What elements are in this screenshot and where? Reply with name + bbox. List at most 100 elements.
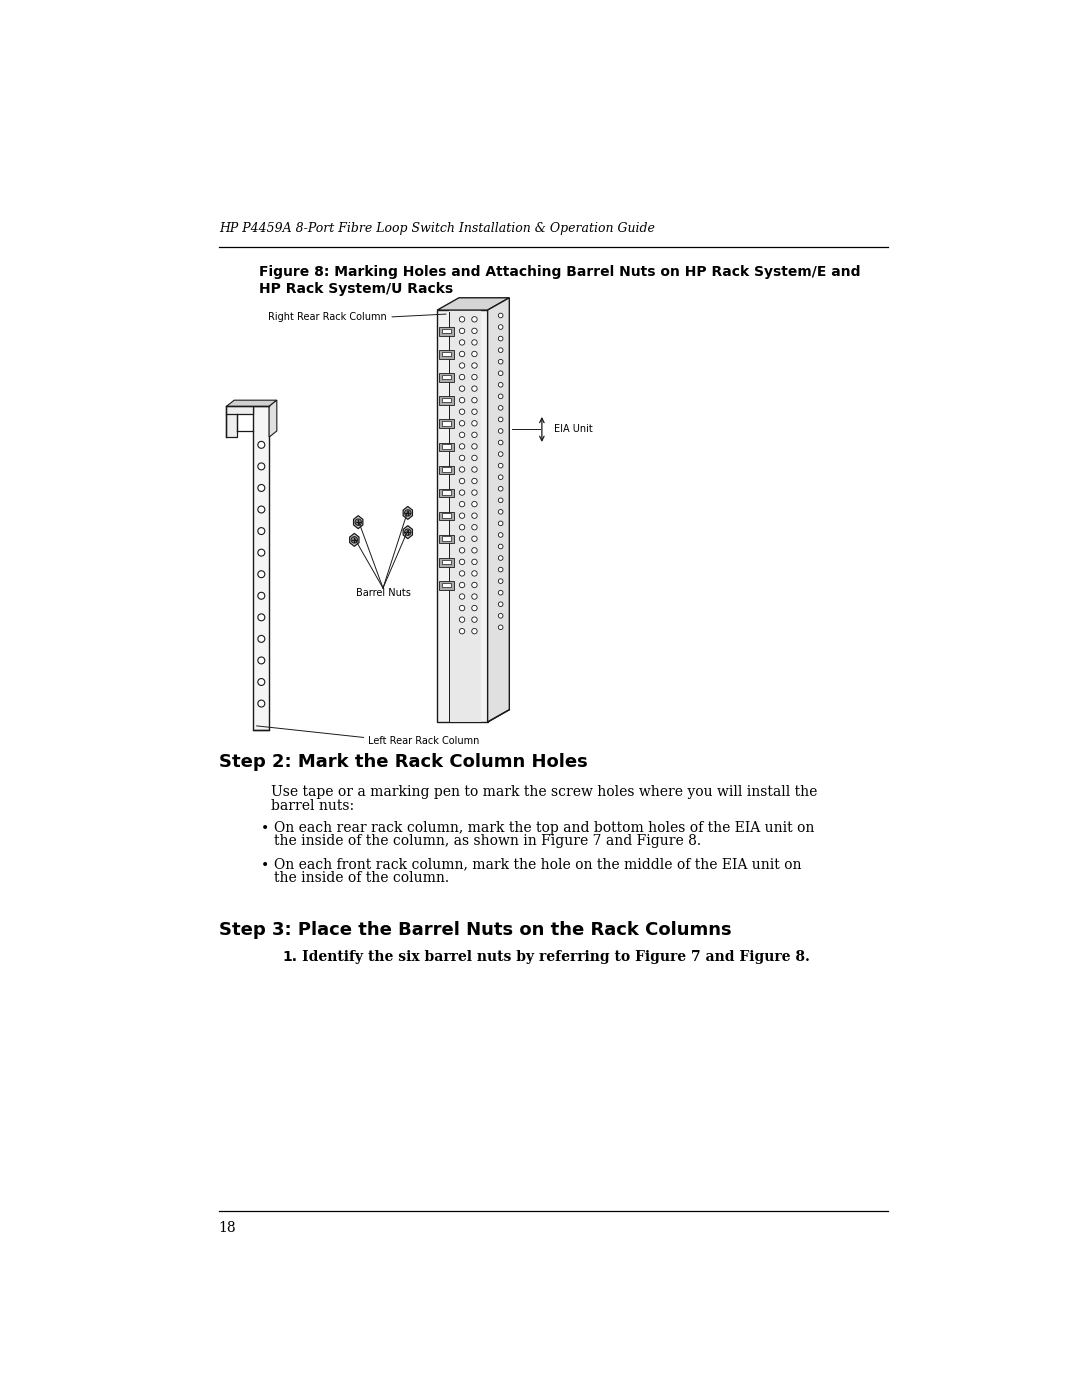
Polygon shape — [437, 298, 510, 310]
Text: On each front rack column, mark the hole on the middle of the EIA unit on: On each front rack column, mark the hole… — [274, 858, 802, 872]
Polygon shape — [403, 525, 413, 539]
Circle shape — [258, 636, 265, 643]
Circle shape — [498, 464, 503, 468]
Text: Figure 8: Marking Holes and Attaching Barrel Nuts on HP Rack System/E and: Figure 8: Marking Holes and Attaching Ba… — [259, 265, 861, 279]
Circle shape — [258, 571, 265, 578]
Polygon shape — [438, 419, 455, 427]
Polygon shape — [438, 443, 455, 451]
Circle shape — [459, 339, 464, 345]
Circle shape — [472, 432, 477, 437]
Circle shape — [472, 548, 477, 553]
Circle shape — [498, 418, 503, 422]
Circle shape — [258, 485, 265, 492]
Polygon shape — [438, 489, 455, 497]
Circle shape — [258, 613, 265, 620]
Circle shape — [498, 613, 503, 617]
Circle shape — [472, 420, 477, 426]
Polygon shape — [353, 515, 363, 528]
Polygon shape — [253, 407, 269, 729]
Circle shape — [459, 605, 464, 610]
Text: •: • — [260, 820, 269, 834]
Circle shape — [258, 506, 265, 513]
Circle shape — [258, 679, 265, 686]
Circle shape — [405, 529, 411, 535]
Text: Use tape or a marking pen to mark the screw holes where you will install the: Use tape or a marking pen to mark the sc… — [271, 785, 816, 799]
Circle shape — [472, 444, 477, 448]
Circle shape — [351, 536, 357, 543]
Polygon shape — [438, 535, 455, 543]
Polygon shape — [442, 444, 451, 448]
Circle shape — [498, 521, 503, 525]
Circle shape — [498, 624, 503, 630]
Circle shape — [472, 317, 477, 323]
Polygon shape — [449, 310, 482, 722]
Circle shape — [258, 549, 265, 556]
Circle shape — [498, 383, 503, 387]
Circle shape — [472, 502, 477, 507]
Circle shape — [472, 629, 477, 634]
Circle shape — [498, 497, 503, 503]
Text: 18: 18 — [218, 1221, 237, 1235]
Text: the inside of the column, as shown in Figure 7 and Figure 8.: the inside of the column, as shown in Fi… — [274, 834, 702, 848]
Circle shape — [498, 337, 503, 341]
Circle shape — [459, 386, 464, 391]
Polygon shape — [438, 557, 455, 567]
Text: Step 2: Mark the Rack Column Holes: Step 2: Mark the Rack Column Holes — [218, 753, 588, 771]
Polygon shape — [438, 465, 455, 474]
Circle shape — [498, 567, 503, 571]
Text: barrel nuts:: barrel nuts: — [271, 799, 354, 813]
Circle shape — [258, 657, 265, 664]
Circle shape — [472, 571, 477, 576]
Polygon shape — [438, 327, 455, 335]
Circle shape — [498, 324, 503, 330]
Polygon shape — [442, 352, 451, 356]
Text: Step 3: Place the Barrel Nuts on the Rack Columns: Step 3: Place the Barrel Nuts on the Rac… — [218, 921, 731, 939]
Circle shape — [498, 451, 503, 457]
Circle shape — [258, 441, 265, 448]
Polygon shape — [350, 534, 359, 546]
Text: Barrel Nuts: Barrel Nuts — [355, 588, 410, 598]
Circle shape — [459, 490, 464, 496]
Circle shape — [472, 605, 477, 610]
Circle shape — [459, 617, 464, 622]
Circle shape — [459, 328, 464, 334]
Circle shape — [498, 475, 503, 479]
Circle shape — [459, 351, 464, 356]
Circle shape — [472, 398, 477, 402]
Circle shape — [459, 398, 464, 402]
Circle shape — [472, 559, 477, 564]
Circle shape — [459, 420, 464, 426]
Circle shape — [498, 313, 503, 317]
Text: •: • — [260, 858, 269, 872]
Polygon shape — [442, 467, 451, 472]
Polygon shape — [438, 511, 455, 520]
Circle shape — [498, 532, 503, 538]
Circle shape — [472, 351, 477, 356]
Circle shape — [472, 467, 477, 472]
Circle shape — [459, 409, 464, 415]
Text: Left Rear Rack Column: Left Rear Rack Column — [367, 736, 478, 746]
Circle shape — [459, 583, 464, 588]
Circle shape — [498, 405, 503, 411]
Circle shape — [498, 510, 503, 514]
Circle shape — [498, 429, 503, 433]
Circle shape — [355, 518, 362, 525]
Polygon shape — [438, 351, 455, 359]
Circle shape — [258, 700, 265, 707]
Circle shape — [472, 524, 477, 529]
Circle shape — [459, 317, 464, 323]
Polygon shape — [442, 513, 451, 518]
Circle shape — [459, 363, 464, 369]
Circle shape — [498, 440, 503, 444]
Circle shape — [459, 467, 464, 472]
Polygon shape — [438, 581, 455, 590]
Circle shape — [472, 363, 477, 369]
Polygon shape — [442, 536, 451, 541]
Circle shape — [459, 548, 464, 553]
Polygon shape — [269, 400, 276, 437]
Circle shape — [472, 328, 477, 334]
Text: Right Rear Rack Column: Right Rear Rack Column — [268, 312, 387, 323]
Circle shape — [258, 462, 265, 469]
Polygon shape — [442, 583, 451, 587]
Circle shape — [258, 592, 265, 599]
